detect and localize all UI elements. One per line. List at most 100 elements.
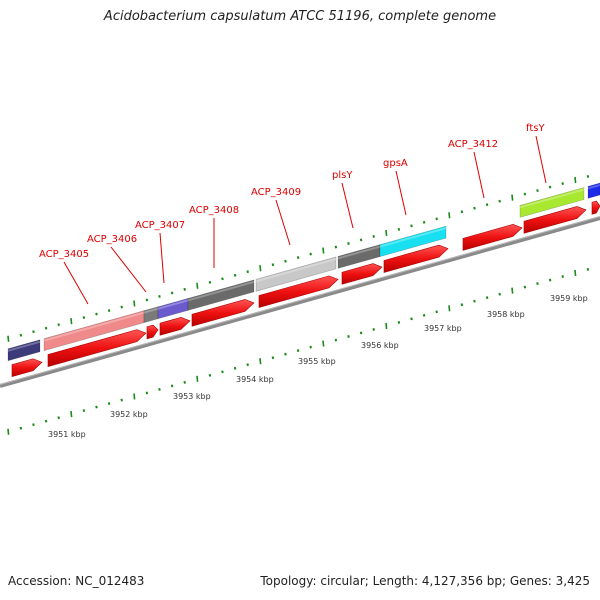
minor-tick bbox=[233, 273, 237, 277]
minor-tick bbox=[145, 298, 149, 302]
minor-tick bbox=[19, 426, 23, 430]
gene-label[interactable]: ACP_3409 bbox=[251, 187, 301, 198]
feature-block bbox=[255, 256, 337, 292]
minor-tick bbox=[57, 416, 60, 420]
minor-tick bbox=[498, 199, 501, 203]
minor-tick bbox=[334, 245, 338, 249]
minor-tick bbox=[271, 356, 275, 360]
minor-tick bbox=[44, 326, 48, 330]
minor-tick bbox=[183, 287, 186, 291]
gene-label[interactable]: ACP_3405 bbox=[39, 249, 89, 260]
feature-block-highlight bbox=[158, 299, 188, 310]
genome-title: Acidobacterium capsulatum ATCC 51196, co… bbox=[103, 9, 497, 24]
minor-tick bbox=[296, 256, 300, 260]
gene-label[interactable]: gpsA bbox=[383, 158, 408, 169]
minor-tick bbox=[523, 192, 527, 196]
major-tick bbox=[196, 375, 199, 382]
major-tick bbox=[133, 393, 136, 400]
minor-tick bbox=[183, 380, 186, 384]
feature-block-highlight bbox=[520, 188, 584, 209]
scale-ticks-inner bbox=[7, 268, 590, 435]
minor-tick bbox=[284, 259, 287, 263]
cds-track bbox=[11, 200, 600, 378]
leader-line bbox=[110, 246, 147, 293]
gene-label[interactable]: ACP_3406 bbox=[87, 234, 137, 245]
minor-tick bbox=[397, 320, 401, 324]
scale-label: 3953 kbp bbox=[173, 392, 211, 401]
cds-arrow bbox=[47, 329, 147, 367]
minor-tick bbox=[158, 387, 161, 391]
minor-tick bbox=[485, 296, 489, 300]
minor-tick bbox=[460, 303, 464, 307]
feature-block-highlight bbox=[44, 311, 144, 342]
features-track bbox=[7, 182, 600, 362]
minor-tick bbox=[221, 370, 224, 374]
gene-label[interactable]: ACP_3408 bbox=[189, 205, 239, 216]
cds-arrow bbox=[146, 324, 159, 340]
minor-tick bbox=[359, 331, 363, 335]
minor-tick bbox=[284, 352, 287, 356]
feature-block-highlight bbox=[588, 184, 600, 190]
minor-tick bbox=[422, 313, 426, 317]
leader-line bbox=[275, 199, 291, 246]
minor-tick bbox=[372, 235, 375, 238]
minor-tick bbox=[561, 182, 564, 185]
major-tick bbox=[385, 229, 388, 236]
cds-arrow bbox=[383, 244, 449, 273]
minor-tick bbox=[347, 242, 350, 245]
feature-block-highlight bbox=[256, 257, 336, 283]
minor-tick bbox=[170, 291, 174, 295]
minor-tick bbox=[334, 338, 338, 342]
major-tick bbox=[70, 318, 73, 325]
minor-tick bbox=[158, 294, 161, 298]
cds-arrow bbox=[462, 224, 523, 251]
leader-line bbox=[63, 261, 89, 305]
major-tick bbox=[574, 269, 577, 277]
minor-tick bbox=[586, 175, 590, 178]
scale-label: 3955 kbp bbox=[298, 357, 336, 366]
minor-tick bbox=[208, 373, 212, 377]
cds-arrow bbox=[191, 299, 255, 327]
leader-line bbox=[535, 135, 547, 184]
minor-tick bbox=[536, 282, 539, 286]
minor-tick bbox=[410, 317, 413, 321]
major-tick bbox=[259, 358, 262, 365]
leader-line bbox=[395, 170, 407, 216]
minor-tick bbox=[32, 330, 35, 334]
major-tick bbox=[7, 428, 10, 435]
minor-tick bbox=[271, 263, 275, 267]
major-tick bbox=[7, 335, 10, 342]
genome-backbone bbox=[0, 216, 600, 388]
feature-block bbox=[187, 279, 255, 311]
feature-block bbox=[587, 182, 600, 199]
leader-line bbox=[341, 182, 354, 229]
cds-arrow bbox=[341, 263, 383, 285]
minor-tick bbox=[120, 398, 123, 402]
accession-text: Accession: NC_012483 bbox=[8, 574, 145, 588]
feature-block bbox=[519, 187, 585, 218]
minor-tick bbox=[82, 409, 86, 413]
minor-tick bbox=[246, 363, 249, 367]
gene-label[interactable]: plsY bbox=[332, 170, 353, 181]
feature-block-highlight bbox=[144, 307, 158, 314]
feature-block bbox=[7, 339, 41, 362]
cds-arrow bbox=[591, 200, 600, 215]
major-tick bbox=[70, 411, 73, 418]
minor-tick bbox=[473, 299, 476, 303]
scale-ticks-outer bbox=[7, 175, 590, 342]
feature-block bbox=[379, 225, 447, 257]
scale-label: 3956 kbp bbox=[361, 341, 399, 350]
gene-label[interactable]: ACP_3412 bbox=[448, 139, 498, 150]
minor-tick bbox=[107, 402, 111, 405]
feature-block-highlight bbox=[338, 245, 380, 260]
gene-label[interactable]: ACP_3407 bbox=[135, 220, 185, 231]
scale-label: 3959 kbp bbox=[550, 294, 588, 303]
major-tick bbox=[511, 194, 514, 201]
minor-tick bbox=[359, 238, 363, 242]
gene-label[interactable]: ftsY bbox=[526, 123, 545, 134]
minor-tick bbox=[460, 210, 464, 214]
minor-tick bbox=[19, 333, 23, 337]
scale-label: 3954 kbp bbox=[236, 375, 274, 384]
feature-block-highlight bbox=[380, 227, 446, 248]
